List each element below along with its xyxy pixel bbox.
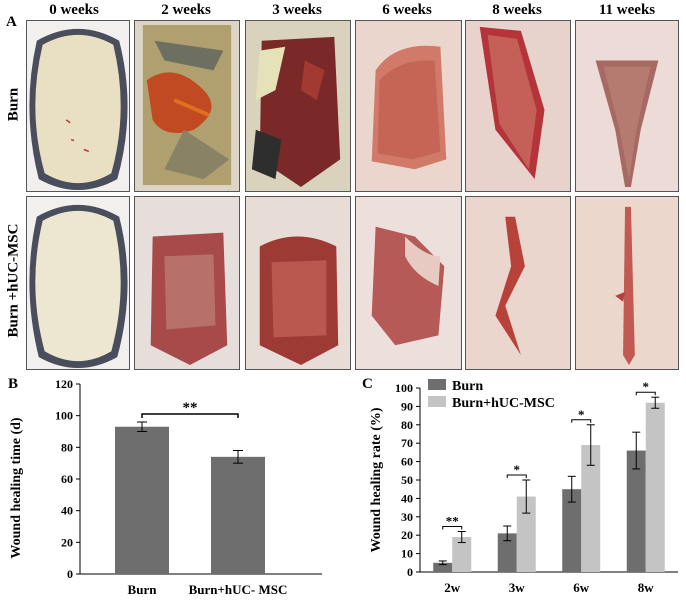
chart-b-bar xyxy=(211,456,265,574)
chart-c-bar-huc-msc xyxy=(516,496,536,572)
chart-c-significance-bracket xyxy=(571,419,592,423)
chart-c-bar-burn xyxy=(626,450,646,572)
chart-b-ytick-label: 60 xyxy=(61,472,73,486)
week-label-2: 2 weeks xyxy=(161,2,211,18)
chart-c-significance-bracket xyxy=(506,474,527,478)
chart-c-ytick-label: 100 xyxy=(395,381,413,395)
chart-c-significance-label: ** xyxy=(446,514,459,529)
photo-burn-3w xyxy=(245,20,351,192)
photo-burn-2w xyxy=(134,20,240,192)
chart-c-xtick-label: 3w xyxy=(509,580,526,595)
chart-c-significance-bracket xyxy=(635,391,656,396)
row-label-burn-huc-msc: Burn +hUC-MSC xyxy=(5,223,22,338)
chart-c-ytick-label: 80 xyxy=(401,418,413,432)
chart-c-bar-burn xyxy=(433,562,453,572)
chart-b-ytick-label: 40 xyxy=(61,504,73,518)
panel-c-letter: C xyxy=(362,376,373,392)
chart-c-bar-burn xyxy=(497,533,517,572)
photo-huc-8w xyxy=(465,196,571,370)
chart-c-ytick-label: 0 xyxy=(407,565,413,579)
chart-c-ytick-label: 70 xyxy=(401,436,413,450)
photo-huc-0w xyxy=(26,196,130,370)
week-label-6: 6 weeks xyxy=(382,2,432,18)
chart-b-bar xyxy=(115,426,169,574)
chart-b-ytick-label: 0 xyxy=(67,567,73,581)
panel-a-letter: A xyxy=(6,14,17,30)
photo-burn-0w xyxy=(26,20,130,192)
row-label-burn: Burn xyxy=(5,87,22,122)
chart-c-significance-label: * xyxy=(643,379,650,394)
chart-b-significance-label: ** xyxy=(183,400,198,416)
chart-c-ytick-label: 20 xyxy=(401,528,413,542)
photo-burn-11w xyxy=(575,20,679,192)
panel-b-letter: B xyxy=(8,376,19,392)
photo-huc-3w xyxy=(245,196,351,370)
chart-c-xtick-label: 8w xyxy=(638,580,655,595)
chart-c-legend-swatch xyxy=(428,396,446,407)
chart-c-ytick-label: 60 xyxy=(401,455,413,469)
chart-c-ytick-label: 40 xyxy=(401,491,413,505)
chart-c-bar-huc-msc xyxy=(581,445,601,572)
chart-c-legend-swatch xyxy=(428,379,446,390)
week-label-0: 0 weeks xyxy=(49,2,99,18)
chart-c: Wound healing rate (%) 0 10 20 30 40 50 60 70 80… xyxy=(369,379,678,595)
week-label-11: 11 weeks xyxy=(598,2,656,18)
chart-c-significance-bracket xyxy=(442,526,463,530)
chart-c-xtick-label: 6w xyxy=(573,580,590,595)
chart-c-significance-label: * xyxy=(578,407,585,422)
chart-c-ytick-label: 90 xyxy=(401,399,413,413)
photo-burn-6w xyxy=(355,20,462,192)
photo-huc-11w xyxy=(575,196,679,370)
chart-c-bar-huc-msc xyxy=(645,402,665,572)
chart-b-xtick-label: Burn xyxy=(128,582,158,597)
chart-c-bar-burn xyxy=(562,489,582,572)
week-label-3: 3 weeks xyxy=(272,2,322,18)
photo-burn-8w xyxy=(465,20,571,192)
chart-b-ytick-label: 20 xyxy=(61,535,73,549)
week-label-8: 8 weeks xyxy=(492,2,542,18)
photo-huc-6w xyxy=(355,196,462,370)
chart-c-bar-huc-msc xyxy=(452,537,472,572)
chart-c-ytick-label: 50 xyxy=(401,473,413,487)
chart-b-ylabel: Wound healing time (d) xyxy=(9,417,24,559)
chart-c-legend-label: Burn xyxy=(452,379,483,394)
chart-c-significance-label: * xyxy=(514,462,521,477)
chart-c-ytick-label: 10 xyxy=(401,547,413,561)
chart-b-xtick-label: Burn+hUC- MSC xyxy=(189,582,288,597)
photo-huc-2w xyxy=(134,196,240,370)
chart-b: Wound healing time (d) 0 20 40 60 80 100 120 B… xyxy=(9,377,322,597)
chart-c-ylabel: Wound healing rate (%) xyxy=(369,407,384,552)
chart-c-legend-label: Burn+hUC-MSC xyxy=(452,396,555,411)
chart-b-ytick-label: 100 xyxy=(55,409,73,423)
chart-b-ytick-label: 80 xyxy=(61,440,73,454)
chart-c-xtick-label: 2w xyxy=(444,580,461,595)
chart-c-ytick-label: 30 xyxy=(401,510,413,524)
chart-b-significance-bracket xyxy=(141,413,239,418)
chart-b-ytick-label: 120 xyxy=(55,377,73,391)
